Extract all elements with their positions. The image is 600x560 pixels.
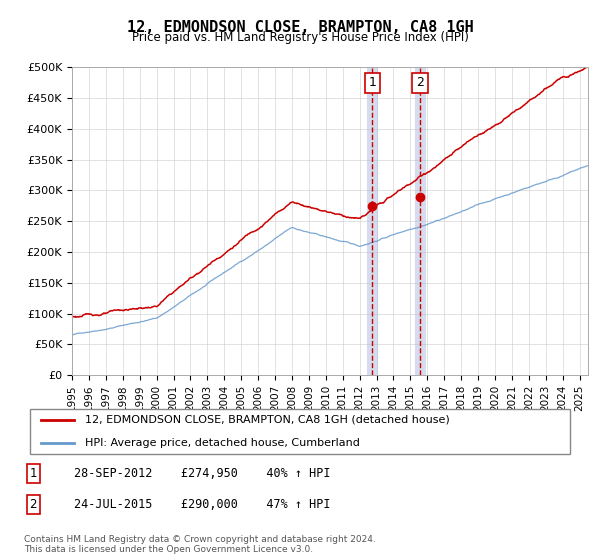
Text: 2: 2 (29, 498, 37, 511)
Text: Price paid vs. HM Land Registry's House Price Index (HPI): Price paid vs. HM Land Registry's House … (131, 31, 469, 44)
Text: 2: 2 (416, 76, 424, 90)
Text: 1: 1 (368, 76, 376, 90)
Text: HPI: Average price, detached house, Cumberland: HPI: Average price, detached house, Cumb… (85, 438, 359, 448)
Text: 28-SEP-2012    £274,950    40% ↑ HPI: 28-SEP-2012 £274,950 40% ↑ HPI (74, 467, 330, 480)
Text: 12, EDMONDSON CLOSE, BRAMPTON, CA8 1GH: 12, EDMONDSON CLOSE, BRAMPTON, CA8 1GH (127, 20, 473, 35)
Text: 1: 1 (29, 467, 37, 480)
Text: Contains HM Land Registry data © Crown copyright and database right 2024.
This d: Contains HM Land Registry data © Crown c… (24, 535, 376, 554)
FancyBboxPatch shape (29, 409, 571, 454)
Text: 24-JUL-2015    £290,000    47% ↑ HPI: 24-JUL-2015 £290,000 47% ↑ HPI (74, 498, 330, 511)
Text: 12, EDMONDSON CLOSE, BRAMPTON, CA8 1GH (detached house): 12, EDMONDSON CLOSE, BRAMPTON, CA8 1GH (… (85, 414, 449, 424)
